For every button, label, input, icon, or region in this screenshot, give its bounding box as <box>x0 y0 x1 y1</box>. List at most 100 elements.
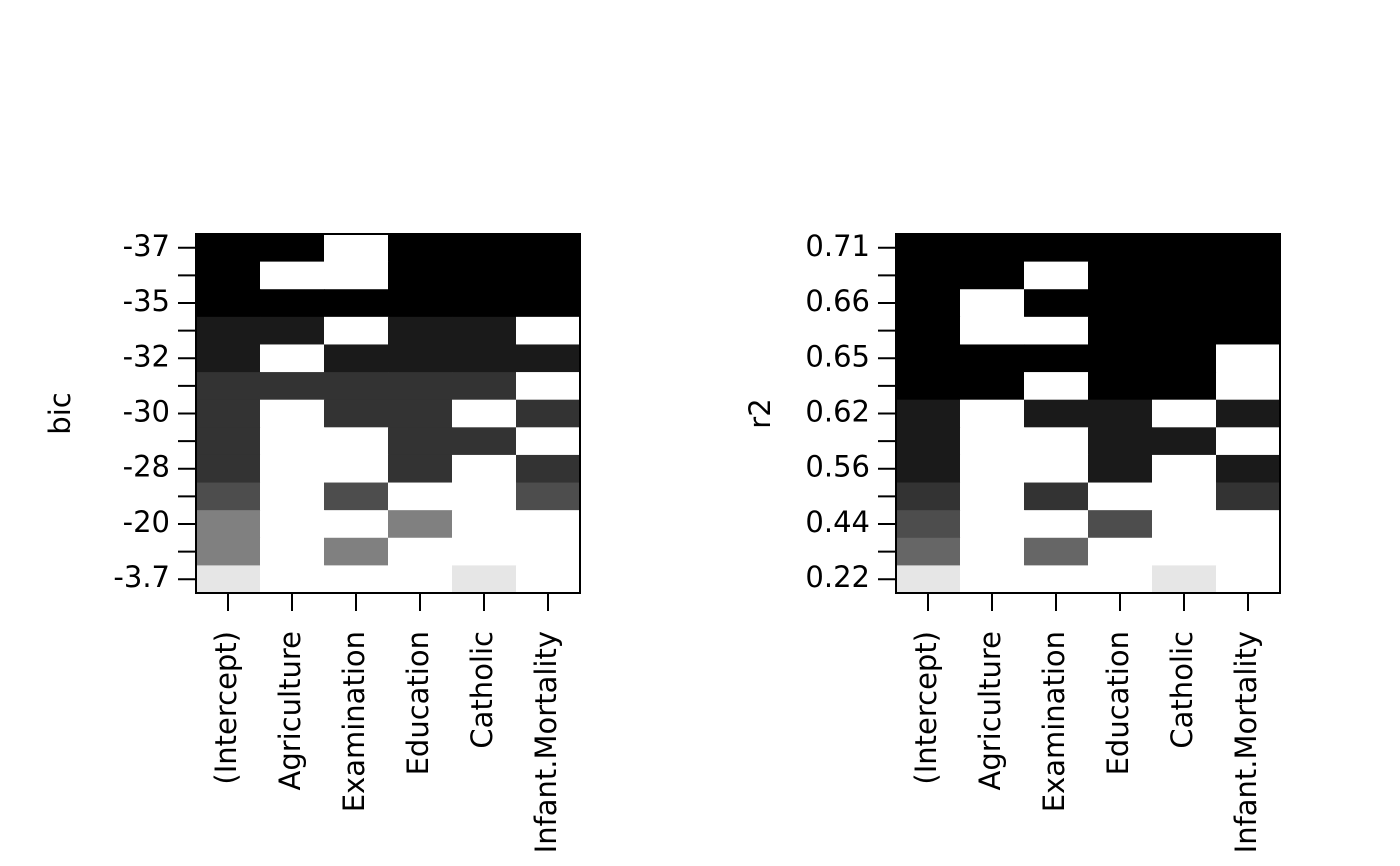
cell <box>516 427 581 456</box>
cell <box>324 565 389 594</box>
cell <box>896 344 961 373</box>
cell <box>1216 289 1281 318</box>
cell <box>388 372 453 401</box>
cell <box>260 537 325 566</box>
cell <box>452 454 517 484</box>
cell <box>452 372 517 401</box>
cell <box>260 510 325 539</box>
cell <box>1152 537 1217 566</box>
cell <box>1152 482 1217 511</box>
cell <box>960 289 1025 318</box>
cell <box>388 565 453 594</box>
cell <box>388 399 453 428</box>
cell <box>960 372 1025 401</box>
x-tick-label: Agriculture <box>973 631 1007 791</box>
y-tick-label: -3.7 <box>113 560 170 594</box>
cell <box>1216 537 1281 566</box>
y-tick-label: -30 <box>123 395 170 429</box>
cell <box>388 510 453 539</box>
cell <box>1216 510 1281 539</box>
cell <box>1216 454 1281 484</box>
x-tick-label: Catholic <box>1165 631 1199 749</box>
cell <box>260 289 325 318</box>
cell <box>960 316 1025 345</box>
cell <box>324 399 389 428</box>
cell <box>324 372 389 401</box>
cell <box>960 399 1025 428</box>
cell <box>516 510 581 539</box>
cell <box>1152 454 1217 484</box>
x-tick-label: Agriculture <box>273 631 307 791</box>
cell <box>196 234 261 263</box>
cell <box>896 427 961 456</box>
cell <box>896 372 961 401</box>
cell <box>1152 510 1217 539</box>
y-axis-label: bic <box>43 392 77 434</box>
cell <box>452 482 517 511</box>
cell <box>452 289 517 318</box>
cell <box>516 454 581 484</box>
cell <box>1024 261 1089 290</box>
y-tick-label: 0.71 <box>805 229 870 263</box>
cell <box>896 565 961 594</box>
x-tick-label: Infant.Mortality <box>1229 631 1263 853</box>
cell <box>388 261 453 290</box>
y-axis-label: r2 <box>743 398 777 428</box>
cell <box>1024 344 1089 373</box>
cell <box>960 454 1025 484</box>
cell <box>960 482 1025 511</box>
cell <box>452 316 517 345</box>
x-tick-label: Examination <box>1037 631 1071 812</box>
cell <box>516 372 581 401</box>
cell <box>196 372 261 401</box>
cell <box>1024 427 1089 456</box>
cell <box>960 427 1025 456</box>
cell <box>324 454 389 484</box>
cell <box>960 261 1025 290</box>
cell <box>324 537 389 566</box>
cell <box>452 234 517 263</box>
cell <box>516 344 581 373</box>
cell <box>1088 482 1153 511</box>
cell <box>1024 289 1089 318</box>
cell <box>1216 344 1281 373</box>
cell <box>452 510 517 539</box>
cell <box>452 344 517 373</box>
cell <box>1024 565 1089 594</box>
cell <box>896 482 961 511</box>
cell <box>516 234 581 263</box>
cell <box>1088 316 1153 345</box>
cell <box>896 234 961 263</box>
cell <box>260 316 325 345</box>
cell <box>1024 482 1089 511</box>
cell <box>1024 399 1089 428</box>
cell <box>196 427 261 456</box>
y-tick-label: -37 <box>123 229 170 263</box>
cell <box>896 289 961 318</box>
cell <box>260 399 325 428</box>
cell <box>324 316 389 345</box>
cell <box>452 565 517 594</box>
cell <box>1152 427 1217 456</box>
cell <box>1216 261 1281 290</box>
cell <box>960 510 1025 539</box>
cell <box>452 537 517 566</box>
cell <box>324 510 389 539</box>
y-tick-label: -35 <box>123 284 170 318</box>
y-tick-label: 0.44 <box>805 505 870 539</box>
cell <box>388 454 453 484</box>
cell <box>1088 372 1153 401</box>
cell <box>516 261 581 290</box>
cell <box>196 261 261 290</box>
cell <box>896 316 961 345</box>
cell <box>388 427 453 456</box>
cell <box>324 344 389 373</box>
cell <box>960 344 1025 373</box>
cell <box>960 537 1025 566</box>
cell <box>960 234 1025 263</box>
y-tick-label: -32 <box>123 339 170 373</box>
cell <box>516 482 581 511</box>
cell <box>516 565 581 594</box>
cell <box>260 372 325 401</box>
